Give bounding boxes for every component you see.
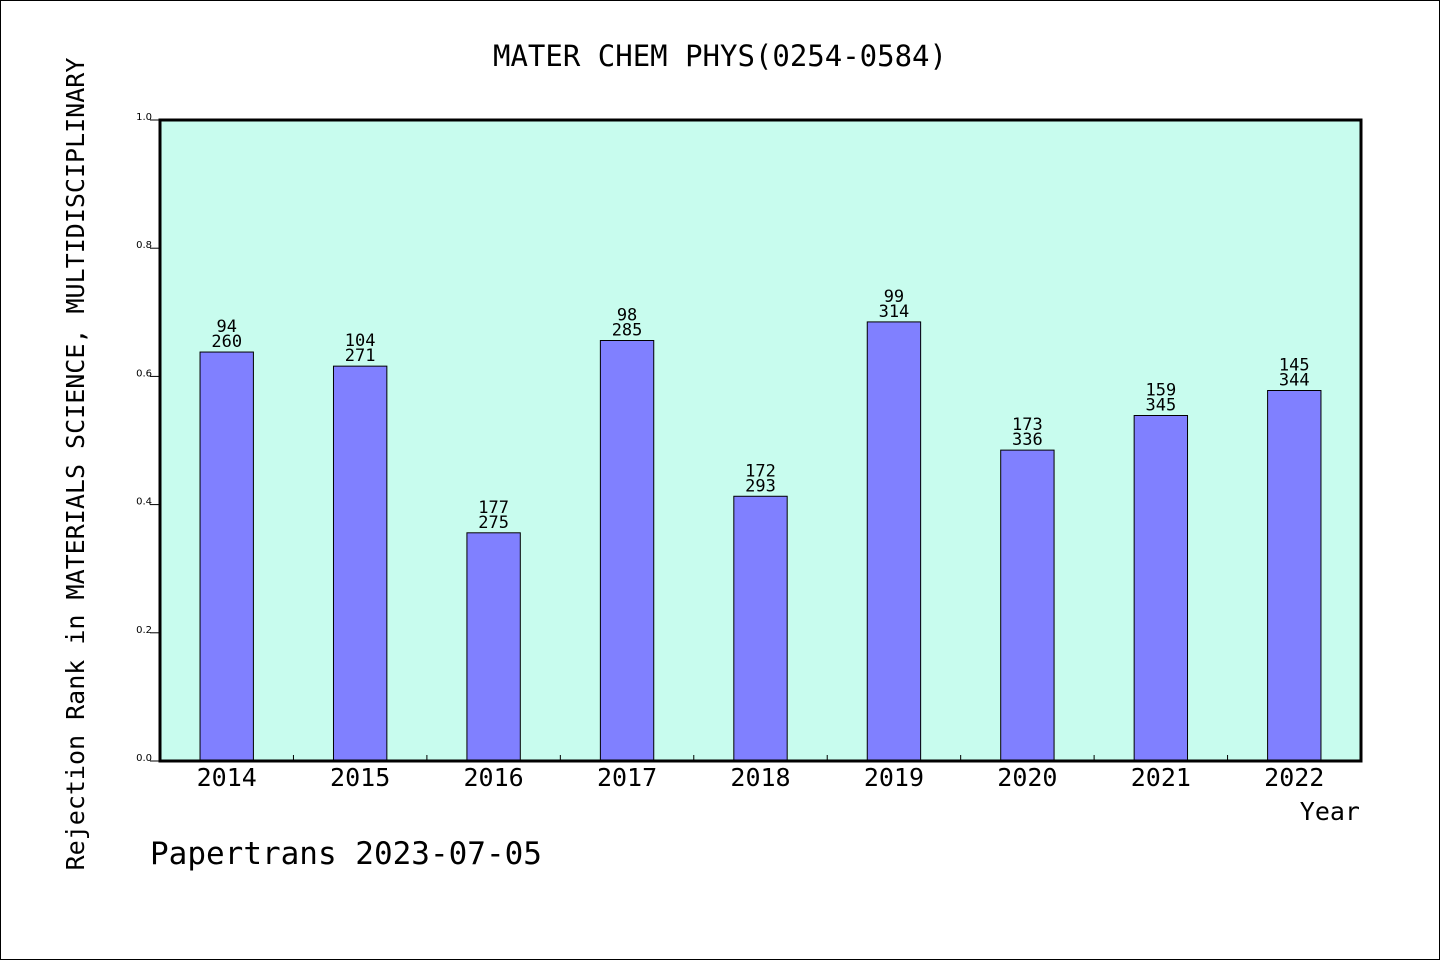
plot-frame [158, 118, 1363, 763]
x-tick-label: 2019 [864, 763, 924, 792]
bar-label-top: 173 [1012, 415, 1043, 435]
y-tick-label: 0.6 [136, 368, 152, 379]
bar-label-bottom: 275 [478, 513, 509, 533]
bar-2017 [599, 340, 655, 762]
bar-2021 [1133, 415, 1189, 762]
bar-label-bottom: 314 [879, 302, 910, 322]
bar-label-top: 104 [345, 331, 376, 351]
bar-label-top: 177 [478, 498, 509, 518]
y-axis: 0.0 0.2 0.4 0.6 0.8 1.0 [136, 112, 160, 764]
bar-2018 [733, 495, 788, 762]
bar-label-bottom: 345 [1145, 396, 1176, 416]
bar-label-top: 145 [1279, 356, 1310, 376]
bar-label-bottom: 271 [345, 346, 376, 366]
x-tick-label: 2016 [464, 763, 524, 792]
x-axis: 2014 2015 2016 2017 2018 2019 2020 2021 2022 [197, 755, 1324, 792]
bar-label-bottom: 260 [211, 332, 242, 352]
y-tick-label: 0.0 [136, 753, 152, 764]
y-axis-label: Rejection Rank in MATERIALS SCIENCE, MUL… [61, 58, 90, 871]
bar-label-top: 172 [745, 461, 776, 481]
x-tick-label: 2018 [730, 763, 790, 792]
bar-2016 [466, 532, 521, 762]
chart-title: MATER CHEM PHYS(0254-0584) [493, 39, 947, 73]
y-tick-label: 0.8 [136, 240, 152, 251]
bar-label-bottom: 336 [1012, 430, 1043, 450]
y-tick-label: 0.4 [136, 497, 152, 508]
bar-2020 [1000, 449, 1055, 762]
x-tick-label: 2021 [1131, 763, 1191, 792]
bar-label-bottom: 293 [745, 476, 776, 496]
bar-label-top: 99 [884, 287, 904, 307]
bar-label-top: 98 [617, 306, 637, 326]
x-tick-label: 2022 [1264, 763, 1324, 792]
x-axis-label: Year [1300, 797, 1360, 826]
footer-credit: Papertrans 2023-07-05 [150, 836, 542, 872]
bar-label-bottom: 285 [612, 321, 643, 341]
x-tick-label: 2020 [997, 763, 1057, 792]
bar-label-top: 94 [216, 317, 236, 337]
y-tick-label: 1.0 [136, 112, 152, 123]
x-tick-label: 2015 [330, 763, 390, 792]
bar-2014 [199, 351, 254, 762]
bar-2019 [866, 321, 922, 762]
x-tick-label: 2014 [197, 763, 257, 792]
bar-label-bottom: 344 [1279, 371, 1310, 391]
y-tick-label: 0.2 [136, 625, 152, 636]
bar-2015 [332, 365, 388, 762]
x-tick-label: 2017 [597, 763, 657, 792]
bars [199, 321, 1322, 762]
bar-2022 [1267, 390, 1322, 762]
bar-label-top: 159 [1145, 381, 1176, 401]
